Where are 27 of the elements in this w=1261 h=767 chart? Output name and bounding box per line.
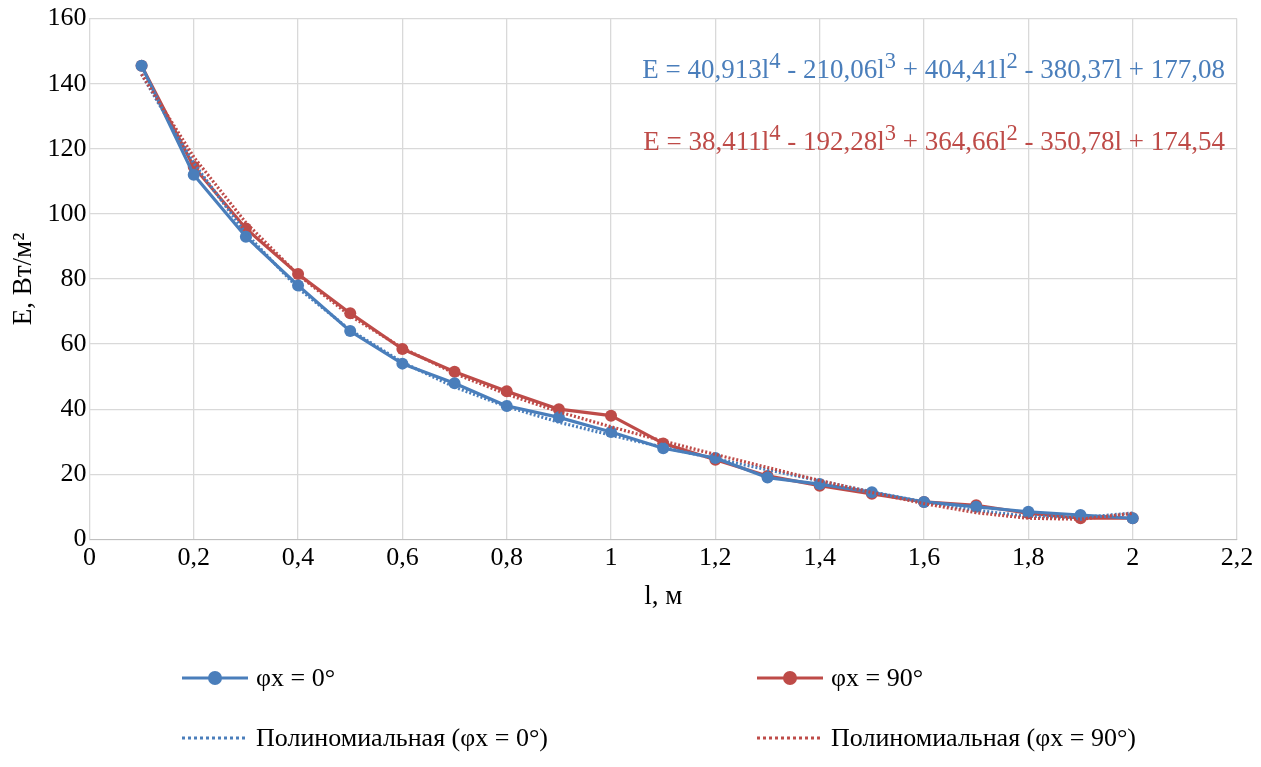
x-tick-label: 1 [604, 541, 618, 571]
y-tick-label: 20 [60, 458, 87, 488]
y-tick-label: 40 [60, 393, 87, 423]
legend-label: φx = 0° [256, 663, 336, 693]
y-tick-label: 160 [47, 2, 87, 32]
legend-label: φx = 90° [831, 663, 924, 693]
y-tick-label: 60 [60, 327, 87, 357]
x-axis-title: l, м [644, 579, 683, 610]
x-tick-label: 1,6 [907, 541, 941, 571]
x-tick-label: 1,8 [1012, 541, 1045, 571]
x-tick-label: 0,4 [281, 541, 315, 571]
x-tick-label: 0,2 [177, 541, 210, 571]
x-tick-label: 2,2 [1220, 541, 1254, 571]
annotation: E = 38,411l$^{4}$ - 192,28l$^{3}$ + 364,66l$^{2}$ - 350,78l + 174,54 [643, 120, 1225, 157]
x-tick-label: 1,4 [803, 541, 836, 571]
x-tick-label: 0,8 [490, 541, 523, 571]
annotation: E = 40,913l$^{4}$ - 210,06l$^{3}$ + 404,41l$^{2}$ - 380,37l + 177,08 [642, 48, 1225, 85]
y-axis-title: E, Вт/м² [7, 232, 38, 326]
x-tick-label: 2 [1126, 541, 1140, 571]
y-tick-label: 120 [47, 132, 87, 162]
y-tick-label: 100 [47, 197, 87, 227]
y-tick-label: 80 [60, 262, 87, 292]
legend-label: Полиномиальная (φx = 0°) [256, 723, 549, 753]
x-tick-label: 0,6 [386, 541, 419, 571]
y-tick-label: 140 [47, 67, 87, 97]
legend-label: Полиномиальная (φx = 90°) [831, 723, 1137, 753]
x-tick-label: 1,2 [699, 541, 732, 571]
